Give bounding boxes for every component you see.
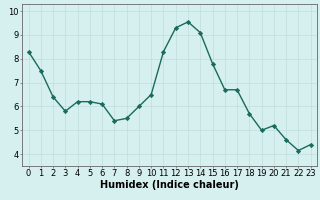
X-axis label: Humidex (Indice chaleur): Humidex (Indice chaleur) (100, 180, 239, 190)
